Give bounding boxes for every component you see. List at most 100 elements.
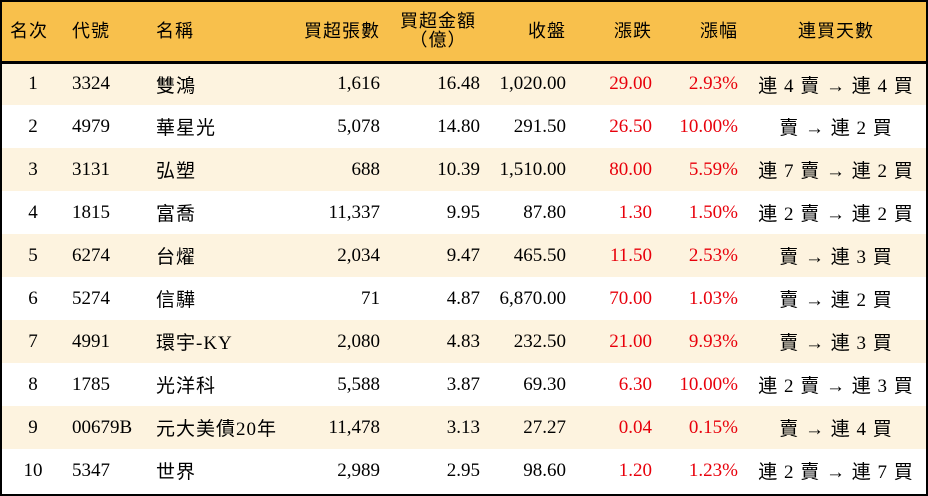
cell-net-buy-amount: 3.13 [446, 416, 480, 438]
cell-change-pct: 2.53% [688, 244, 738, 266]
cell-change-pct: 0.15% [688, 416, 738, 438]
cell-close: 232.50 [513, 330, 566, 352]
cell-net-buy-amount: 3.87 [446, 373, 480, 395]
cell-name: 台燿 [156, 247, 197, 268]
cell-change-pct: 10.00% [679, 115, 738, 137]
cell-close: 87.80 [523, 201, 566, 223]
cell-change: 6.30 [618, 373, 652, 395]
cell-change-pct: 9.93% [688, 330, 738, 352]
cell-rank: 5 [28, 244, 38, 266]
header-net-buy-amount-line2: （億） [409, 30, 467, 51]
header-net-buy-amount[interactable]: 買超金額 （億） [388, 2, 488, 62]
cell-net-buy-amount: 16.48 [437, 73, 480, 95]
cell-net-buy-amount: 4.83 [446, 330, 480, 352]
header-rank[interactable]: 名次 [10, 20, 48, 41]
cell-net-buy-lots: 688 [351, 158, 381, 180]
cell-buy-streak: 賣 → 連 2 買 [779, 290, 893, 311]
cell-net-buy-amount: 9.47 [446, 244, 480, 266]
cell-name: 世界 [156, 462, 197, 483]
cell-close: 465.50 [513, 244, 566, 266]
cell-close: 291.50 [513, 115, 566, 137]
cell-rank: 9 [28, 416, 38, 438]
cell-code: 4979 [72, 115, 110, 137]
table-row[interactable]: 9 00679B 元大美債20年 11,478 3.13 27.27 0.04 … [2, 406, 926, 449]
cell-net-buy-amount: 14.80 [437, 115, 480, 137]
table-row[interactable]: 7 4991 環宇-KY 2,080 4.83 232.50 21.00 9.9… [2, 320, 926, 363]
cell-name: 雙鴻 [156, 75, 197, 97]
table-row[interactable]: 4 1815 富喬 11,337 9.95 87.80 1.30 1.50% 連… [2, 191, 926, 234]
cell-code: 1815 [72, 201, 110, 223]
cell-rank: 1 [28, 73, 38, 95]
header-close[interactable]: 收盤 [528, 20, 566, 41]
cell-change: 80.00 [609, 158, 652, 180]
cell-net-buy-lots: 1,616 [337, 73, 380, 95]
cell-rank: 4 [28, 201, 38, 223]
cell-change-pct: 1.50% [688, 201, 738, 223]
table-header: 名次 代號 名稱 買超張數 買超金額 （億） 收盤 漲跌 漲幅 連買天數 [2, 2, 926, 62]
cell-code: 1785 [72, 373, 110, 395]
cell-change: 26.50 [609, 115, 652, 137]
table-body: 1 3324 雙鴻 1,616 16.48 1,020.00 29.00 2.9… [2, 62, 926, 492]
cell-code: 3324 [72, 73, 110, 95]
cell-close: 6,870.00 [499, 287, 567, 309]
cell-rank: 7 [28, 330, 38, 352]
cell-close: 1,020.00 [499, 73, 567, 95]
table-row[interactable]: 6 5274 信驊 71 4.87 6,870.00 70.00 1.03% 賣… [2, 277, 926, 320]
cell-change: 0.04 [618, 416, 652, 438]
cell-change: 70.00 [609, 287, 652, 309]
cell-buy-streak: 連 2 賣 → 連 7 買 [758, 462, 914, 483]
table-row[interactable]: 8 1785 光洋科 5,588 3.87 69.30 6.30 10.00% … [2, 363, 926, 406]
cell-change-pct: 5.59% [688, 158, 738, 180]
cell-buy-streak: 連 2 賣 → 連 2 買 [758, 204, 914, 225]
cell-buy-streak: 賣 → 連 3 買 [779, 333, 893, 354]
cell-buy-streak: 連 2 賣 → 連 3 買 [758, 376, 914, 397]
header-buy-streak[interactable]: 連買天數 [798, 20, 874, 41]
cell-close: 69.30 [523, 373, 566, 395]
cell-change-pct: 1.23% [688, 459, 738, 481]
header-net-buy-lots[interactable]: 買超張數 [304, 20, 380, 41]
cell-name: 環宇-KY [156, 333, 233, 354]
cell-change: 21.00 [609, 330, 652, 352]
cell-buy-streak: 賣 → 連 2 買 [779, 118, 893, 139]
cell-buy-streak: 連 4 賣 → 連 4 買 [758, 75, 914, 97]
cell-net-buy-lots: 11,337 [328, 201, 380, 223]
header-change-pct[interactable]: 漲幅 [700, 20, 738, 41]
cell-rank: 10 [23, 459, 43, 481]
cell-change: 1.20 [618, 459, 652, 481]
cell-code: 4991 [72, 330, 110, 352]
table-row[interactable]: 5 6274 台燿 2,034 9.47 465.50 11.50 2.53% … [2, 234, 926, 277]
cell-rank: 8 [28, 373, 38, 395]
cell-code: 3131 [72, 158, 110, 180]
cell-rank: 6 [28, 287, 38, 309]
table-row[interactable]: 10 5347 世界 2,989 2.95 98.60 1.20 1.23% 連… [2, 449, 926, 492]
cell-rank: 3 [28, 158, 38, 180]
cell-name: 富喬 [156, 204, 197, 225]
cell-change-pct: 10.00% [679, 373, 738, 395]
cell-code: 00679B [72, 416, 133, 438]
table-row[interactable]: 2 4979 華星光 5,078 14.80 291.50 26.50 10.0… [2, 105, 926, 148]
cell-close: 98.60 [523, 459, 566, 481]
cell-net-buy-lots: 11,478 [328, 416, 380, 438]
cell-buy-streak: 連 7 賣 → 連 2 買 [758, 161, 914, 182]
cell-net-buy-amount: 4.87 [446, 287, 480, 309]
cell-close: 27.27 [523, 416, 566, 438]
cell-change: 29.00 [609, 73, 652, 95]
cell-net-buy-amount: 10.39 [437, 158, 480, 180]
header-row: 名次 代號 名稱 買超張數 買超金額 （億） 收盤 漲跌 漲幅 連買天數 [2, 2, 926, 62]
header-change[interactable]: 漲跌 [614, 20, 652, 41]
cell-change: 1.30 [618, 201, 652, 223]
cell-net-buy-amount: 2.95 [446, 459, 480, 481]
cell-rank: 2 [28, 115, 38, 137]
cell-name: 信驊 [156, 290, 197, 311]
cell-close: 1,510.00 [499, 158, 567, 180]
cell-change: 11.50 [609, 244, 652, 266]
header-name[interactable]: 名稱 [156, 20, 194, 41]
cell-net-buy-lots: 5,588 [337, 373, 380, 395]
cell-name: 光洋科 [156, 376, 217, 397]
header-code[interactable]: 代號 [72, 20, 110, 41]
table-row[interactable]: 3 3131 弘塑 688 10.39 1,510.00 80.00 5.59%… [2, 148, 926, 191]
table-row[interactable]: 1 3324 雙鴻 1,616 16.48 1,020.00 29.00 2.9… [2, 62, 926, 105]
cell-code: 6274 [72, 244, 110, 266]
